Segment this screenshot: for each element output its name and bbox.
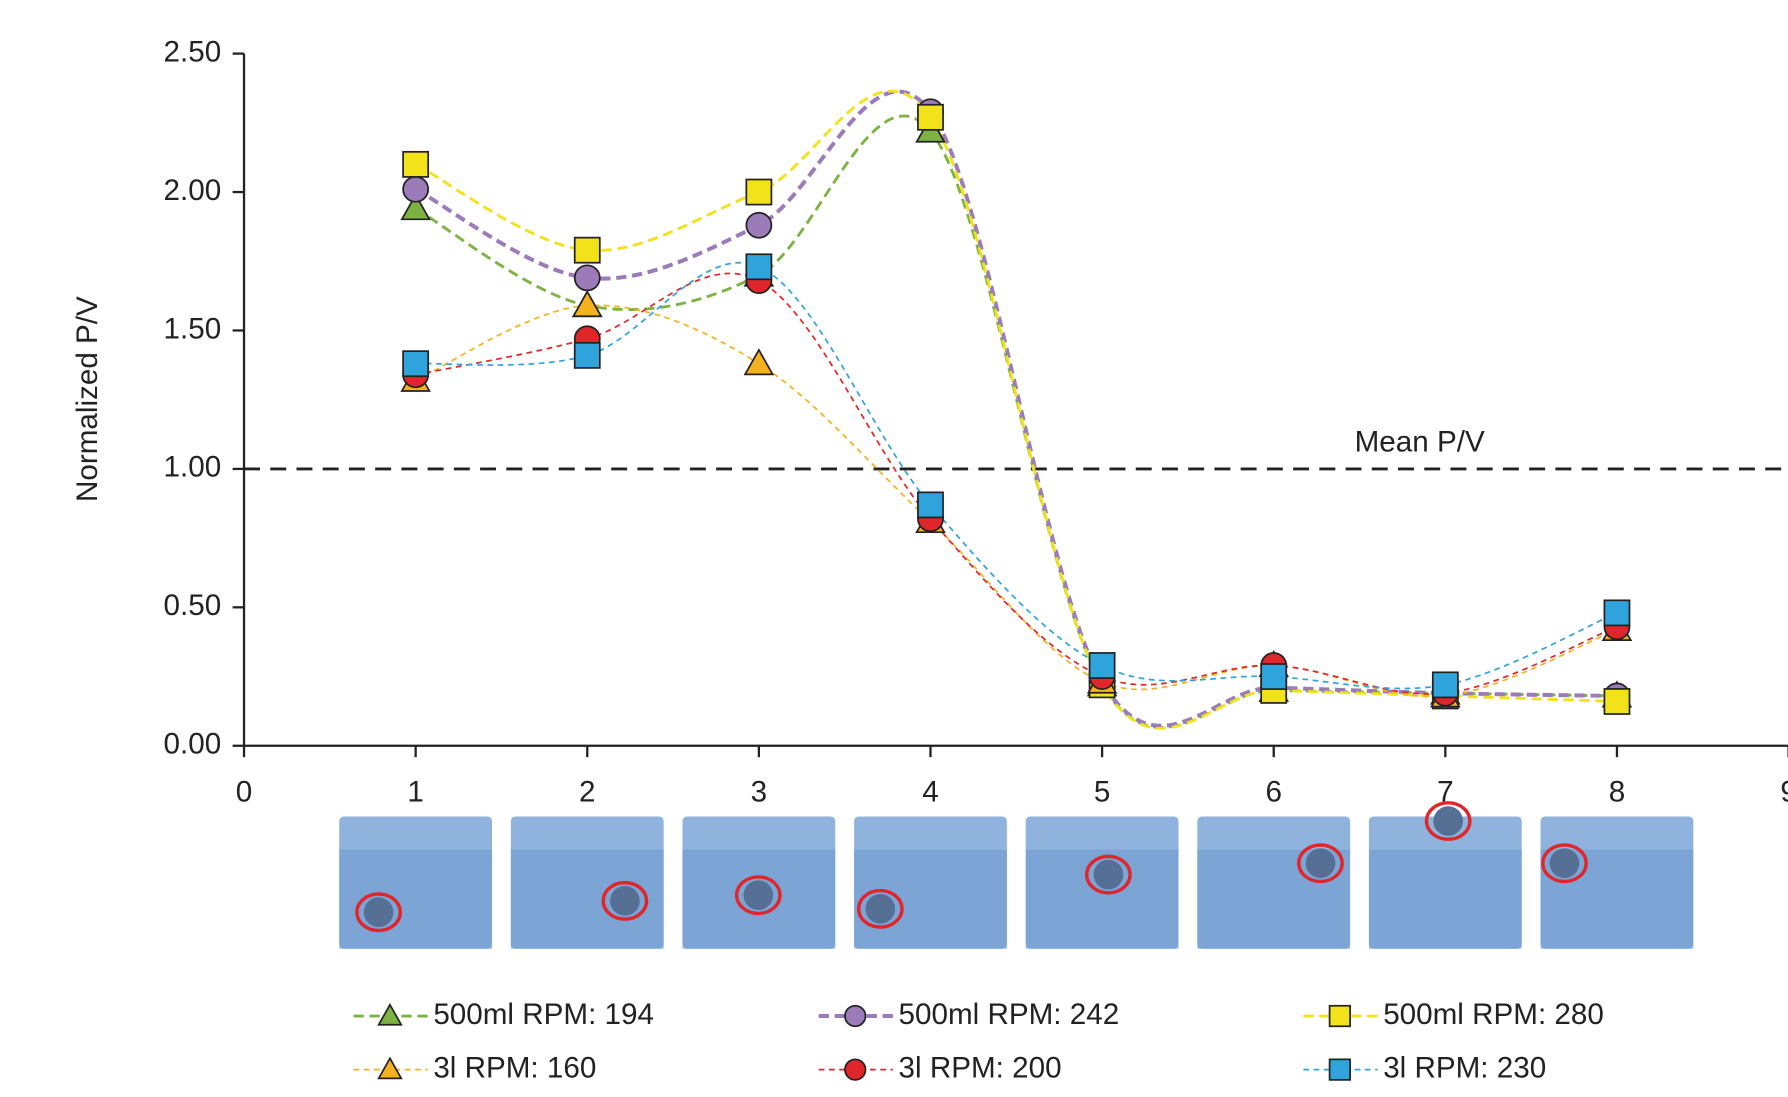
cell-cluster [743, 880, 773, 910]
legend-label: 3l RPM: 200 [899, 1051, 1062, 1084]
cell-cluster [364, 897, 394, 927]
y-tick-label: 1.50 [164, 312, 222, 345]
marker [403, 177, 428, 202]
x-tick-label: 2 [579, 775, 595, 808]
marker [746, 213, 771, 238]
marker [575, 238, 600, 263]
y-tick-label: 2.50 [164, 35, 222, 68]
series-line [416, 91, 1617, 728]
marker [1330, 1059, 1351, 1080]
marker [573, 292, 601, 316]
marker [379, 1058, 402, 1078]
cell-cluster [610, 886, 640, 916]
cell-cluster [865, 894, 895, 924]
marker [746, 179, 771, 204]
annotation: Mean P/V [1355, 426, 1485, 459]
marker [1604, 689, 1629, 714]
y-tick-label: 0.50 [164, 589, 222, 622]
marker [1261, 664, 1286, 689]
chart: Normalized P/V 0.00 0.50 1.00 1.50 2.00 2.50 0… [0, 0, 1788, 1097]
marker [918, 492, 943, 517]
y-tick-label: 0.00 [164, 728, 222, 761]
x-tick-label: 3 [751, 775, 767, 808]
marker [918, 105, 943, 130]
legend-label: 3l RPM: 230 [1383, 1051, 1546, 1084]
marker [575, 265, 600, 290]
marker [403, 351, 428, 376]
cell-cluster [1433, 806, 1463, 836]
series-line [416, 116, 1617, 727]
x-tick-label: 5 [1094, 775, 1110, 808]
page: {"chart_data": {"type": "line", "y_label… [0, 0, 1788, 1097]
x-tick-label: 9 [1780, 775, 1788, 808]
legend-label: 500ml RPM: 194 [433, 998, 654, 1031]
marker [1604, 600, 1629, 625]
series-line [416, 263, 1617, 689]
tank-water [1369, 850, 1522, 949]
x-tick-label: 4 [922, 775, 938, 808]
legend-label: 500ml RPM: 280 [1383, 998, 1604, 1031]
marker [1330, 1006, 1351, 1027]
marker [575, 343, 600, 368]
y-tick-label: 1.00 [164, 451, 222, 484]
tank-water [511, 850, 664, 949]
marker [403, 152, 428, 177]
marker [1433, 672, 1458, 697]
cell-cluster [1306, 848, 1336, 878]
y-axis-label: Normalized P/V [71, 296, 104, 502]
x-tick-label: 0 [236, 775, 252, 808]
series-line [416, 92, 1617, 726]
marker [746, 254, 771, 279]
marker [745, 350, 773, 374]
legend-label: 3l RPM: 160 [433, 1051, 596, 1084]
marker [845, 1006, 866, 1027]
marker [1090, 653, 1115, 678]
x-tick-label: 6 [1265, 775, 1281, 808]
legend-label: 500ml RPM: 242 [899, 998, 1120, 1031]
marker [845, 1059, 866, 1080]
cell-cluster [1094, 860, 1124, 890]
y-tick-label: 2.00 [164, 174, 222, 207]
cell-cluster [1550, 848, 1580, 878]
x-tick-label: 8 [1609, 775, 1625, 808]
x-tick-label: 1 [407, 775, 423, 808]
marker [379, 1005, 402, 1025]
